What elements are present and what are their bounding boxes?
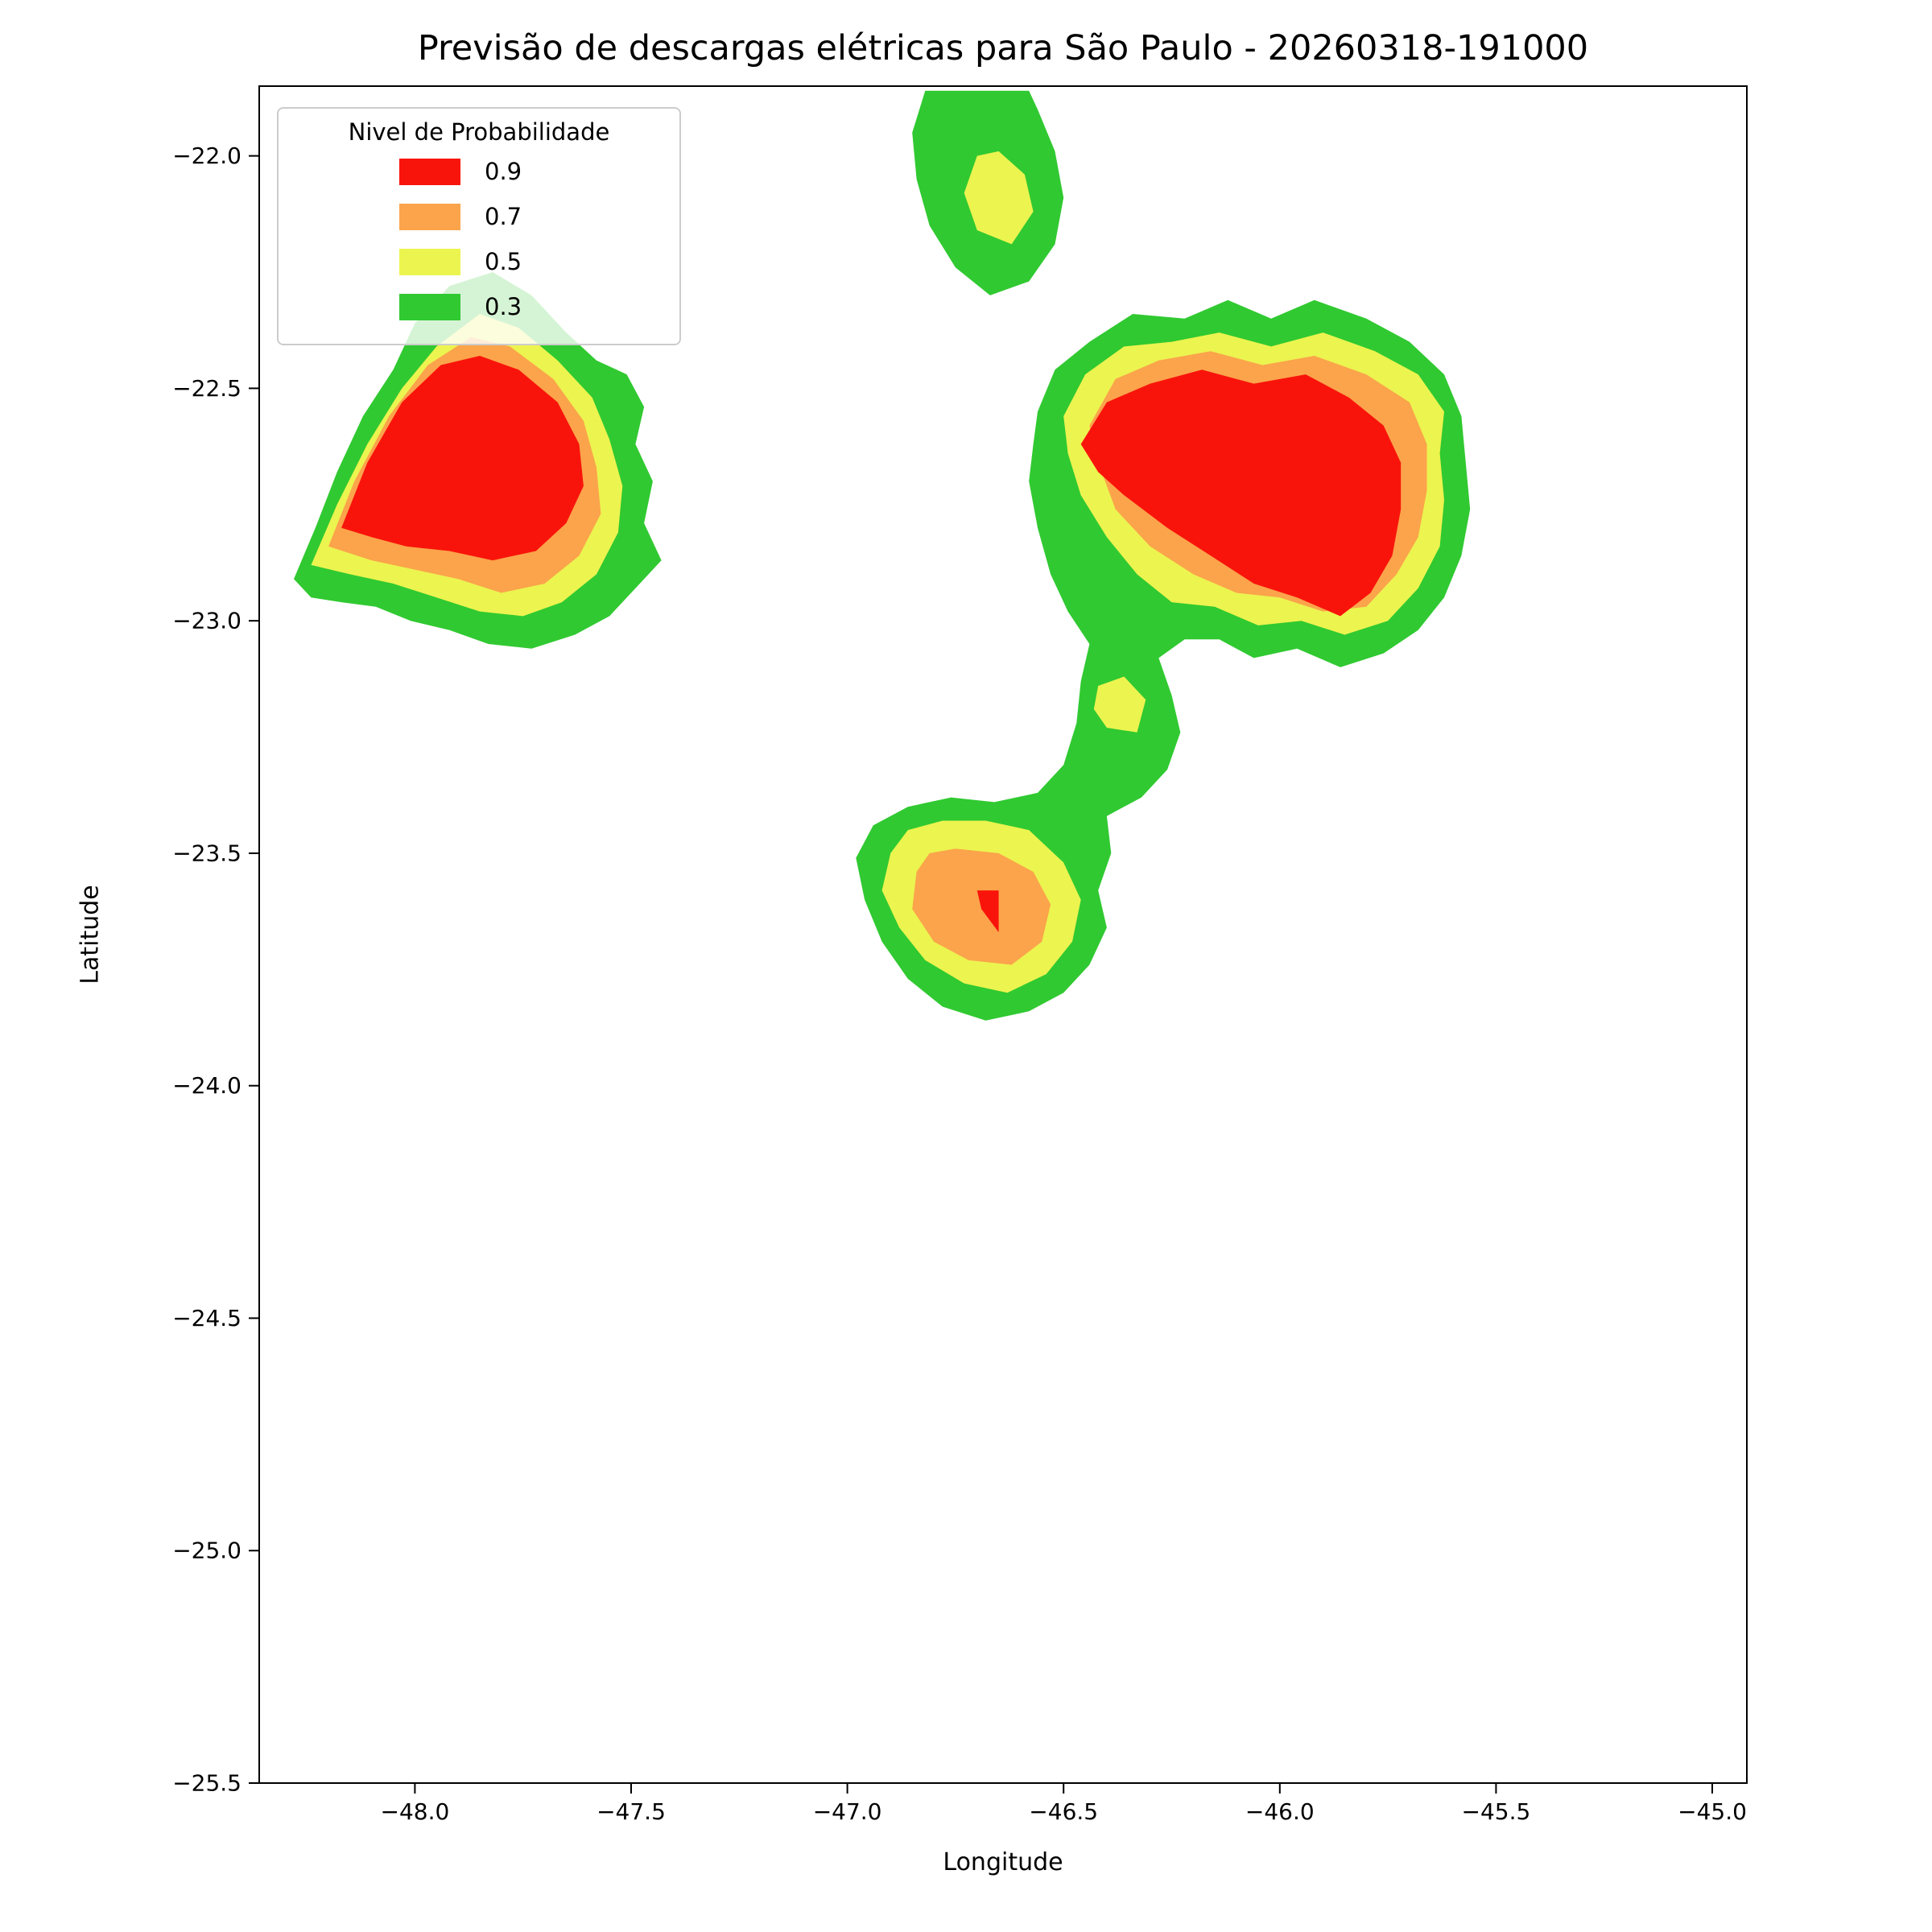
legend-entry-label: 0.9 xyxy=(485,158,522,185)
contour-region-south-cell-p09 xyxy=(976,890,999,933)
contour-region-north-cell-p05 xyxy=(964,151,1034,245)
x-axis-label: Longitude xyxy=(943,1848,1063,1876)
y-tick-label: −24.5 xyxy=(172,1305,242,1331)
y-tick-label: −23.0 xyxy=(172,608,242,634)
chart-title: Previsão de descargas elétricas para São… xyxy=(417,28,1589,68)
legend-entries: 0.9 0.7 0.5 0.3 xyxy=(279,152,679,326)
y-tick-label: −25.0 xyxy=(172,1538,242,1564)
contour-region-corridor-spot-p05 xyxy=(1093,676,1146,733)
x-tick-label: −46.5 xyxy=(1029,1798,1098,1825)
contour-regions xyxy=(294,90,1471,1021)
legend-entry-label: 0.5 xyxy=(485,248,522,275)
legend-swatch-icon xyxy=(399,158,460,185)
legend-entry-label: 0.7 xyxy=(485,203,522,230)
legend-entry-0.7: 0.7 xyxy=(399,197,679,236)
y-tick-label: −24.0 xyxy=(172,1072,242,1099)
y-tick-label: −22.0 xyxy=(172,142,242,169)
y-tick-label: −23.5 xyxy=(172,840,242,866)
legend-swatch-icon xyxy=(399,248,460,275)
legend-entry-0.9: 0.9 xyxy=(399,152,679,191)
contour-region-northwest-cell-p09 xyxy=(341,356,584,561)
x-tick-label: −46.0 xyxy=(1245,1798,1315,1825)
x-tick-label: −45.0 xyxy=(1678,1798,1747,1825)
y-tick-label: −22.5 xyxy=(172,375,242,402)
plot-border xyxy=(258,85,1748,1784)
legend-entry-label: 0.3 xyxy=(485,293,522,320)
legend-swatch-icon xyxy=(399,293,460,320)
legend-swatch-icon xyxy=(399,203,460,230)
legend-entry-0.3: 0.3 xyxy=(399,287,679,326)
x-tick-label: −48.0 xyxy=(380,1798,449,1825)
x-tick-label: −47.5 xyxy=(597,1798,666,1825)
legend-title: Nivel de Probabilidade xyxy=(348,118,610,146)
x-tick-label: −45.5 xyxy=(1462,1798,1531,1825)
contour-region-east-cell-p09 xyxy=(1080,369,1402,617)
legend-entry-0.5: 0.5 xyxy=(399,242,679,281)
x-tick-label: −47.0 xyxy=(813,1798,882,1825)
y-tick-label: −25.5 xyxy=(172,1770,242,1797)
legend: Nivel de Probabilidade 0.9 0.7 0.5 0.3 xyxy=(277,107,681,345)
